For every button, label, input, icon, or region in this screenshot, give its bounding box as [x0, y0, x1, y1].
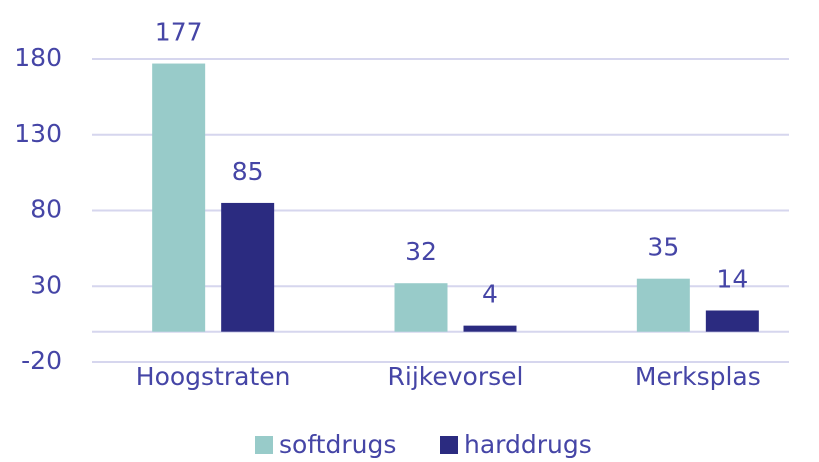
legend-label: softdrugs: [279, 430, 396, 459]
legend-swatch: [440, 436, 458, 454]
bar: [636, 278, 690, 332]
bar: [394, 283, 448, 332]
y-tick-label: -20: [21, 346, 62, 375]
bar: [705, 310, 759, 332]
data-label: 177: [155, 18, 203, 47]
bar: [221, 202, 275, 332]
legend-swatch: [255, 436, 273, 454]
y-tick-label: 180: [14, 43, 62, 72]
y-tick-label: 80: [30, 195, 62, 224]
data-label: 32: [405, 237, 437, 266]
data-label: 14: [716, 264, 748, 293]
x-tick-label: Rijkevorsel: [388, 362, 524, 391]
y-tick-label: 30: [30, 270, 62, 299]
data-label: 35: [647, 233, 679, 262]
x-tick-label: Merksplas: [635, 362, 761, 391]
legend-label: harddrugs: [464, 430, 592, 459]
x-tick-label: Hoogstraten: [136, 362, 291, 391]
data-label: 85: [232, 157, 264, 186]
data-label: 4: [482, 280, 498, 309]
bar: [152, 63, 206, 332]
y-tick-label: 130: [14, 119, 62, 148]
bar: [463, 325, 517, 332]
